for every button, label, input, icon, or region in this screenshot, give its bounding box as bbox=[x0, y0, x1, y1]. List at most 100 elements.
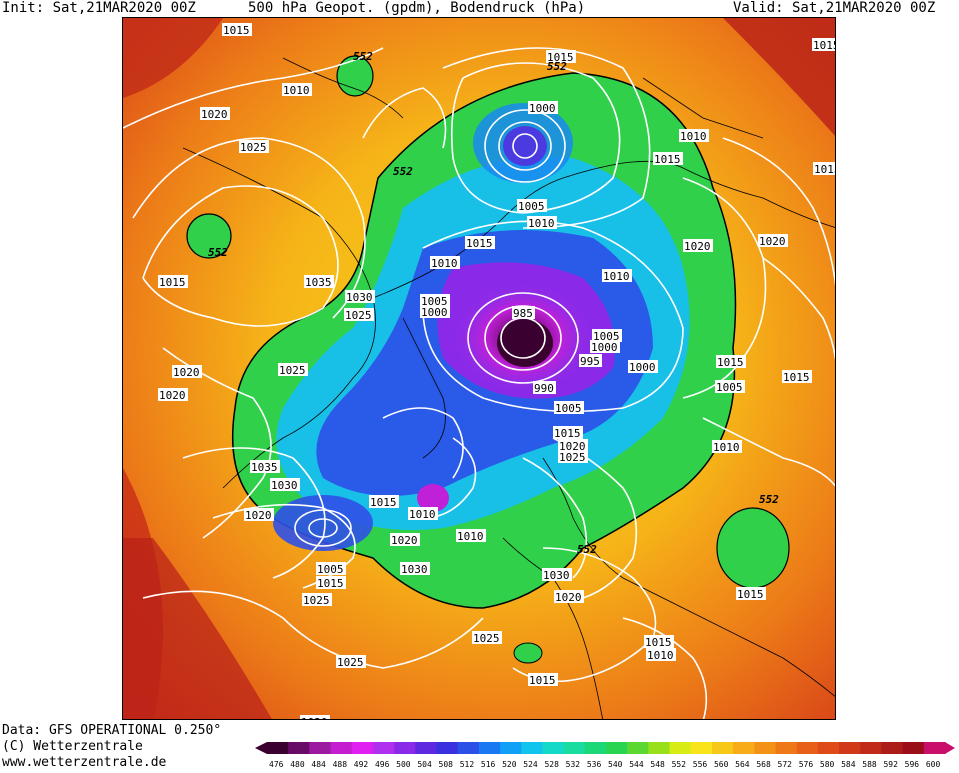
legend-swatch bbox=[923, 742, 946, 754]
data-source: Data: GFS OPERATIONAL 0.250° bbox=[2, 723, 222, 738]
pressure-label-text: 1020 bbox=[684, 240, 711, 253]
pressure-label-text: 1010 bbox=[680, 130, 707, 143]
legend-swatch bbox=[500, 742, 522, 754]
legend-value: 588 bbox=[862, 760, 877, 769]
pressure-label: 1010 bbox=[602, 269, 632, 283]
pressure-label-text: 1015 bbox=[717, 356, 744, 369]
pressure-label: 1010 bbox=[282, 83, 312, 97]
pressure-label-text: 1010 bbox=[528, 217, 555, 230]
legend-value: 576 bbox=[799, 760, 814, 769]
pressure-label: 1000 bbox=[420, 305, 450, 319]
legend-swatch bbox=[478, 742, 501, 754]
pressure-label: 1025 bbox=[302, 593, 332, 607]
pressure-label-text: 1015 bbox=[814, 163, 836, 176]
pressure-label-text: 1010 bbox=[431, 257, 458, 270]
legend-value: 584 bbox=[841, 760, 856, 769]
pressure-label: 1020 bbox=[200, 107, 230, 121]
legend-value: 592 bbox=[883, 760, 898, 769]
legend-arrow-high bbox=[945, 742, 955, 754]
legend-swatch bbox=[288, 742, 310, 754]
weather-map: 1015 1010 1020 1025 1015 1035 1030 1025 1025 1020… bbox=[122, 17, 836, 720]
geopotential-552-island-west bbox=[186, 213, 232, 259]
pressure-label: 1000 bbox=[628, 360, 658, 374]
legend-value: 560 bbox=[714, 760, 729, 769]
high-geopotential-south bbox=[123, 538, 272, 719]
pressure-label-text: 1025 bbox=[345, 309, 372, 322]
legend-value: 548 bbox=[650, 760, 665, 769]
pressure-label: 985 bbox=[512, 306, 535, 320]
pressure-label-text: 1015 bbox=[645, 636, 672, 649]
pressure-label: 995 bbox=[579, 354, 602, 368]
chart-title: 500 hPa Geopot. (gpdm), Bodendruck (hPa) bbox=[248, 0, 586, 16]
pressure-label-text: 1015 bbox=[554, 427, 581, 440]
pressure-label-text: 1015 bbox=[783, 371, 810, 384]
pressure-label: 1010 bbox=[430, 256, 460, 270]
legend-swatch bbox=[690, 742, 713, 754]
pressure-label: 1015 bbox=[369, 495, 399, 509]
pressure-label-text: 1020 bbox=[559, 440, 586, 453]
geopotential-label: 552 bbox=[208, 246, 228, 259]
high-geopotential-northeast bbox=[723, 18, 835, 136]
pressure-label: 1000 bbox=[590, 340, 620, 354]
color-legend: 476 480 484 488 492 496 500 504 508 512 516 520 524 5… bbox=[255, 741, 955, 769]
pressure-label: 1020 bbox=[300, 715, 330, 719]
legend-swatch bbox=[669, 742, 692, 754]
legend-swatch bbox=[902, 742, 925, 754]
pressure-label: 1015 bbox=[644, 635, 674, 649]
pressure-label: 1025 bbox=[239, 140, 269, 154]
legend-swatch bbox=[860, 742, 882, 754]
pressure-label: 1005 bbox=[420, 294, 450, 308]
legend-value: 516 bbox=[481, 760, 496, 769]
legend-value: 544 bbox=[629, 760, 644, 769]
geopotential-labels: 552 552 552 552 552 552 bbox=[208, 50, 779, 556]
pressure-label-text: 1035 bbox=[251, 461, 278, 474]
pressure-label-text: 1025 bbox=[337, 656, 364, 669]
pressure-label: 1010 bbox=[646, 648, 676, 662]
pressure-label: 1025 bbox=[472, 631, 502, 645]
pressure-label-text: 1010 bbox=[283, 84, 310, 97]
legend-value: 520 bbox=[502, 760, 517, 769]
legend-swatch bbox=[817, 742, 840, 754]
legend-value: 528 bbox=[544, 760, 559, 769]
legend-swatch bbox=[839, 742, 861, 754]
pressure-label: 1015 bbox=[465, 236, 495, 250]
legend-arrow-low bbox=[255, 742, 267, 754]
legend-swatch bbox=[796, 742, 819, 754]
pressure-label-text: 1010 bbox=[409, 508, 436, 521]
pressure-label-text: 1005 bbox=[421, 295, 448, 308]
pressure-label: 1015 bbox=[736, 587, 766, 601]
legend-value: 532 bbox=[566, 760, 581, 769]
pressure-label-text: 1015 bbox=[547, 51, 574, 64]
legend-swatch bbox=[606, 742, 628, 754]
pressure-label-text: 1005 bbox=[317, 563, 344, 576]
legend-swatch bbox=[542, 742, 565, 754]
atlantic-small-low bbox=[417, 484, 449, 512]
pressure-label-text: 1030 bbox=[401, 563, 428, 576]
pressure-label-text: 1000 bbox=[591, 341, 618, 354]
pressure-label-text: 1020 bbox=[245, 509, 272, 522]
pressure-label-text: 1005 bbox=[593, 330, 620, 343]
high-geopotential-northwest bbox=[123, 18, 223, 98]
pressure-label-text: 995 bbox=[580, 355, 600, 368]
legend-swatch bbox=[648, 742, 671, 754]
pressure-label: 1025 bbox=[558, 450, 588, 464]
pressure-label-text: 1005 bbox=[555, 402, 582, 415]
pressure-label-text: 1015 bbox=[654, 153, 681, 166]
pressure-label: 1005 bbox=[592, 329, 622, 343]
legend-swatch bbox=[627, 742, 649, 754]
pressure-label: 1010 bbox=[408, 507, 438, 521]
pressure-label: 1015 bbox=[158, 275, 188, 289]
pressure-label: 1015 bbox=[812, 38, 835, 52]
pressure-label: 1015 bbox=[222, 23, 252, 37]
legend-value: 492 bbox=[354, 760, 369, 769]
pressure-label: 1005 bbox=[715, 380, 745, 394]
coastlines bbox=[182, 57, 835, 719]
pressure-label: 1010 bbox=[712, 440, 742, 454]
pressure-label-text: 1035 bbox=[305, 276, 332, 289]
copyright: (C) Wetterzentrale bbox=[2, 739, 143, 754]
pressure-label-text: 985 bbox=[513, 307, 533, 320]
pressure-label: 1020 bbox=[683, 239, 713, 253]
pressure-label-text: 1025 bbox=[240, 141, 267, 154]
geopotential-552-island-south bbox=[513, 642, 543, 664]
